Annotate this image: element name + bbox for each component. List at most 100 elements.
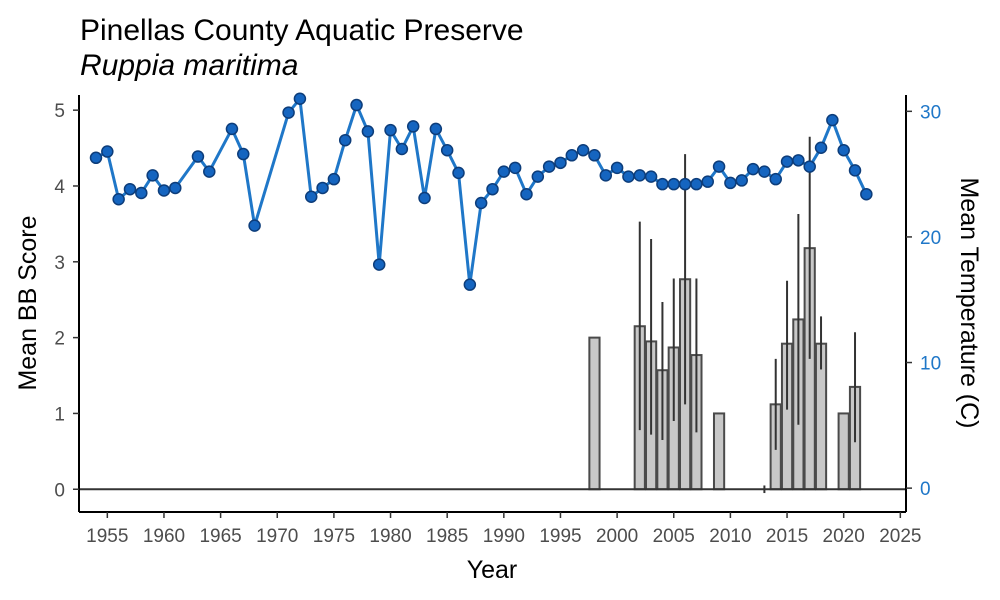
temperature-point-2001 (622, 170, 635, 183)
temperature-point-2012 (746, 162, 760, 176)
temperature-point-2022 (860, 187, 873, 201)
temperature-point-1974 (316, 181, 329, 195)
temperature-point-1985 (440, 144, 454, 157)
temperature-point-1978 (361, 125, 375, 138)
y-axis-title: Mean BB Score (14, 215, 42, 390)
temperature-point-1991 (508, 161, 522, 175)
x-tick-label: 2025 (879, 526, 921, 547)
temperature-point-1990 (497, 165, 511, 178)
x-tick-label: 1955 (86, 526, 128, 547)
x-tick-label: 1970 (256, 526, 298, 547)
temperature-point-1959 (146, 169, 159, 182)
temperature-point-2017 (803, 160, 816, 173)
temperature-point-1988 (474, 196, 488, 210)
temperature-point-1957 (123, 182, 137, 196)
temperature-point-1977 (350, 98, 363, 112)
chart-subtitle: Ruppia maritima (80, 49, 298, 82)
temperature-point-2005 (667, 177, 681, 191)
temperature-point-1986 (452, 166, 465, 180)
temperature-point-1998 (588, 149, 601, 162)
x-tick-label: 1995 (539, 526, 581, 547)
temperature-point-2011 (735, 174, 748, 187)
x-tick-label: 2020 (823, 526, 865, 547)
temperature-point-1995 (554, 156, 567, 170)
temperature-point-1984 (429, 122, 443, 136)
temperature-point-2007 (690, 177, 703, 191)
temperature-point-1996 (565, 149, 579, 162)
right-y-tick-label: 10 (920, 354, 941, 375)
x-axis-ticks: 1955 1960 1965 1970 1975 1980 1985 1990 1995 2000… (86, 512, 921, 547)
temperature-point-2009 (712, 160, 726, 173)
x-tick-label: 1990 (483, 526, 525, 547)
bars-layer (588, 247, 862, 491)
temperature-point-1976 (338, 133, 352, 147)
temperature-point-2008 (701, 175, 714, 188)
y-tick-label: 0 (54, 480, 65, 501)
y-tick-label: 1 (54, 404, 65, 425)
temperature-point-1994 (542, 160, 556, 173)
temperature-point-1982 (406, 120, 420, 133)
temperature-point-1987 (463, 278, 477, 291)
right-y-tick-label: 0 (920, 479, 931, 500)
x-tick-label: 1960 (143, 526, 185, 547)
right-y-axis-ticks: 0 10 20 30 (906, 102, 941, 500)
temperature-point-1975 (327, 172, 341, 186)
temperature-point-2016 (792, 154, 805, 167)
temperature-point-1956 (112, 193, 125, 206)
temperature-line (95, 97, 868, 287)
bar-2020 (837, 412, 850, 491)
temperature-point-1993 (531, 170, 545, 183)
x-tick-label: 2005 (653, 526, 695, 547)
x-tick-label: 1985 (426, 526, 468, 547)
x-tick-label: 2010 (709, 526, 751, 547)
right-y-axis-title: Mean Temperature (C) (955, 177, 983, 428)
temperature-point-2018 (814, 141, 828, 155)
x-tick-label: 1980 (369, 526, 411, 547)
y-tick-label: 3 (54, 253, 65, 274)
y-tick-label: 4 (54, 177, 65, 198)
temperature-point-1971 (282, 106, 295, 119)
x-tick-label: 1975 (313, 526, 355, 547)
bar-1998 (588, 336, 601, 491)
temperature-point-1972 (293, 92, 307, 106)
temperature-point-1989 (486, 182, 499, 196)
temperature-point-2020 (837, 144, 850, 157)
temperature-point-1954 (89, 151, 103, 165)
x-tick-label: 1965 (199, 526, 241, 547)
temperature-point-1999 (599, 169, 613, 182)
x-axis-title: Year (467, 556, 518, 584)
temperature-points-layer (89, 92, 873, 291)
temperature-point-2002 (633, 169, 647, 182)
temperature-point-1955 (101, 145, 114, 158)
temperature-point-2010 (724, 176, 737, 190)
temperature-point-1992 (520, 187, 533, 201)
temperature-point-2013 (758, 165, 771, 178)
bar-2009 (712, 412, 726, 491)
right-y-tick-label: 30 (920, 102, 941, 123)
temperature-point-1960 (157, 184, 171, 197)
temperature-line-layer (95, 97, 868, 287)
temperature-point-2006 (678, 177, 692, 191)
temperature-point-1983 (418, 191, 431, 205)
temperature-point-2015 (780, 155, 794, 168)
temperature-point-2004 (656, 177, 669, 191)
chart-title: Pinellas County Aquatic Preserve (80, 14, 524, 47)
temperature-point-2021 (848, 164, 862, 177)
temperature-point-1979 (372, 258, 386, 271)
errorbars-layer (638, 136, 857, 494)
temperature-point-1958 (135, 186, 148, 200)
temperature-point-2019 (826, 113, 839, 127)
temperature-point-1963 (191, 150, 205, 163)
temperature-point-1961 (169, 181, 182, 195)
temperature-point-2000 (610, 161, 624, 175)
temperature-point-1966 (225, 122, 239, 136)
temperature-point-1981 (395, 142, 409, 156)
temperature-point-1973 (304, 190, 318, 203)
y-tick-label: 2 (54, 329, 65, 350)
y-axis-ticks: 0 1 2 3 4 5 (54, 101, 79, 501)
y-tick-label: 5 (54, 101, 65, 122)
x-tick-label: 2015 (766, 526, 808, 547)
temperature-point-2003 (644, 170, 658, 183)
temperature-point-1964 (203, 165, 216, 178)
